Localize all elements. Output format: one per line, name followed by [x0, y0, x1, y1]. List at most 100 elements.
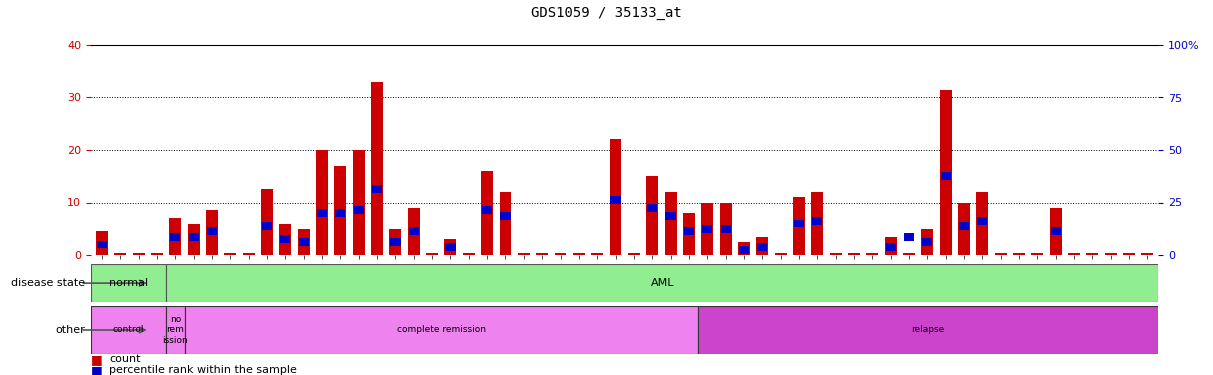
Bar — [463, 254, 474, 255]
Bar — [922, 238, 933, 246]
Bar — [389, 229, 402, 255]
Bar — [958, 202, 970, 255]
Text: no
rem
ission: no rem ission — [163, 315, 188, 345]
Text: other: other — [55, 325, 85, 335]
Bar — [372, 185, 382, 194]
Bar — [279, 224, 291, 255]
Bar — [757, 243, 768, 251]
Bar — [793, 220, 804, 227]
Bar — [811, 192, 824, 255]
Bar — [1013, 254, 1025, 255]
Bar — [1141, 254, 1154, 255]
Bar — [628, 254, 639, 255]
Bar — [738, 242, 750, 255]
Bar — [317, 209, 328, 217]
Text: control: control — [113, 326, 144, 334]
Bar — [243, 254, 255, 255]
Bar — [683, 213, 695, 255]
Text: count: count — [109, 354, 141, 364]
Bar — [408, 208, 420, 255]
Bar — [866, 254, 878, 255]
Text: ■: ■ — [91, 353, 103, 366]
Bar — [114, 254, 126, 255]
Bar — [648, 204, 657, 212]
Bar — [536, 254, 548, 255]
Text: ■: ■ — [91, 364, 103, 375]
Bar — [317, 150, 328, 255]
Bar — [391, 238, 400, 246]
Bar — [701, 202, 713, 255]
Bar — [152, 254, 163, 255]
Bar — [995, 254, 1007, 255]
Bar — [902, 254, 915, 255]
Bar — [501, 211, 511, 220]
Bar — [207, 227, 217, 236]
Bar — [184, 306, 697, 354]
Bar — [976, 192, 989, 255]
Bar — [335, 166, 347, 255]
Bar — [188, 224, 200, 255]
Bar — [170, 232, 181, 241]
Bar — [335, 209, 346, 217]
Bar — [482, 206, 492, 214]
Bar — [188, 232, 199, 241]
Bar — [1105, 254, 1117, 255]
Bar — [721, 225, 730, 232]
Bar — [409, 227, 418, 236]
Bar — [518, 254, 530, 255]
Bar — [353, 150, 365, 255]
Text: relapse: relapse — [912, 326, 945, 334]
Bar — [665, 192, 677, 255]
Bar — [91, 264, 166, 302]
Text: GDS1059 / 35133_at: GDS1059 / 35133_at — [531, 6, 682, 20]
Bar — [1050, 227, 1061, 236]
Bar — [444, 239, 456, 255]
Bar — [940, 172, 951, 180]
Bar — [1069, 254, 1080, 255]
Text: AML: AML — [650, 278, 674, 288]
Bar — [684, 227, 694, 236]
Bar — [1049, 208, 1061, 255]
Bar — [170, 218, 181, 255]
Bar — [500, 192, 512, 255]
Bar — [848, 254, 860, 255]
Bar — [206, 210, 218, 255]
Text: normal: normal — [109, 278, 148, 288]
Bar — [697, 306, 1158, 354]
Bar — [132, 254, 144, 255]
Bar — [166, 306, 184, 354]
Bar — [97, 241, 107, 249]
Bar — [830, 254, 842, 255]
Bar — [554, 254, 566, 255]
Bar — [298, 238, 309, 246]
Bar — [1087, 254, 1098, 255]
Bar — [739, 246, 748, 254]
Bar — [354, 206, 364, 214]
Bar — [426, 254, 438, 255]
Bar — [280, 236, 290, 243]
Bar — [775, 254, 786, 255]
Bar — [1031, 254, 1043, 255]
Bar — [610, 196, 621, 204]
Bar — [96, 231, 108, 255]
Bar — [666, 211, 676, 220]
Bar — [719, 202, 731, 255]
Bar — [224, 254, 237, 255]
Bar — [922, 229, 933, 255]
Bar — [610, 140, 621, 255]
Bar — [756, 237, 768, 255]
Text: complete remission: complete remission — [397, 326, 485, 334]
Bar — [445, 243, 456, 251]
Bar — [1123, 254, 1135, 255]
Bar — [904, 232, 915, 241]
Bar — [371, 82, 383, 255]
Bar — [482, 171, 494, 255]
Bar — [647, 176, 659, 255]
Text: percentile rank within the sample: percentile rank within the sample — [109, 365, 297, 375]
Bar — [297, 229, 309, 255]
Bar — [702, 225, 712, 232]
Bar — [959, 222, 969, 230]
Bar — [261, 189, 273, 255]
Bar — [978, 217, 987, 225]
Bar — [591, 254, 603, 255]
